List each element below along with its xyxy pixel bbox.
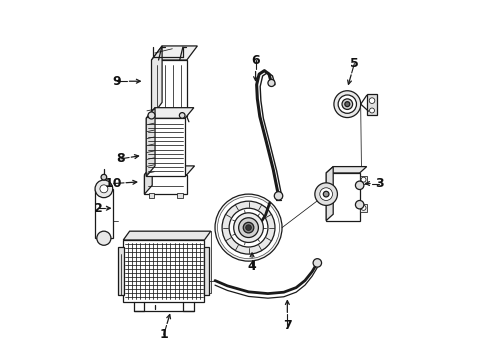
Circle shape bbox=[342, 99, 353, 109]
Circle shape bbox=[97, 231, 111, 245]
Text: 9: 9 bbox=[113, 75, 121, 88]
Polygon shape bbox=[151, 46, 197, 60]
Polygon shape bbox=[123, 231, 211, 240]
Circle shape bbox=[315, 183, 338, 206]
Circle shape bbox=[369, 108, 374, 113]
Text: 3: 3 bbox=[375, 177, 383, 190]
Circle shape bbox=[268, 80, 275, 86]
Circle shape bbox=[101, 174, 107, 180]
Polygon shape bbox=[326, 167, 333, 221]
Text: 2: 2 bbox=[94, 202, 103, 215]
Circle shape bbox=[355, 181, 364, 189]
Bar bbox=[118, 247, 123, 294]
Circle shape bbox=[239, 218, 258, 238]
Circle shape bbox=[218, 197, 280, 259]
Polygon shape bbox=[326, 167, 367, 173]
Polygon shape bbox=[151, 60, 187, 117]
Text: 7: 7 bbox=[283, 319, 292, 332]
Text: 6: 6 bbox=[251, 54, 260, 67]
Polygon shape bbox=[146, 108, 155, 176]
Circle shape bbox=[100, 185, 108, 193]
Circle shape bbox=[95, 180, 113, 198]
Polygon shape bbox=[151, 46, 162, 117]
Polygon shape bbox=[145, 166, 195, 175]
Circle shape bbox=[243, 222, 254, 233]
Bar bbox=[177, 193, 183, 198]
Polygon shape bbox=[146, 108, 194, 118]
Text: 4: 4 bbox=[247, 260, 256, 273]
Circle shape bbox=[334, 91, 361, 118]
Text: 5: 5 bbox=[350, 57, 359, 70]
Polygon shape bbox=[130, 231, 211, 293]
Polygon shape bbox=[145, 175, 187, 194]
Circle shape bbox=[369, 98, 375, 103]
Circle shape bbox=[361, 177, 366, 182]
Text: 1: 1 bbox=[159, 328, 168, 341]
Circle shape bbox=[229, 208, 268, 247]
Polygon shape bbox=[145, 166, 152, 194]
Circle shape bbox=[338, 95, 357, 113]
Bar bbox=[367, 94, 377, 115]
Circle shape bbox=[320, 188, 333, 201]
Circle shape bbox=[179, 113, 185, 118]
Circle shape bbox=[313, 259, 321, 267]
Polygon shape bbox=[123, 240, 204, 302]
Circle shape bbox=[274, 192, 283, 200]
Circle shape bbox=[148, 112, 155, 119]
Circle shape bbox=[361, 206, 366, 210]
Text: 10: 10 bbox=[105, 177, 122, 190]
Circle shape bbox=[355, 201, 364, 209]
Circle shape bbox=[234, 213, 263, 242]
Circle shape bbox=[345, 102, 350, 107]
Circle shape bbox=[323, 191, 329, 197]
Text: 8: 8 bbox=[117, 152, 125, 165]
Polygon shape bbox=[146, 118, 185, 176]
Circle shape bbox=[215, 194, 282, 261]
Bar bbox=[95, 189, 113, 238]
Circle shape bbox=[245, 225, 251, 230]
Circle shape bbox=[222, 201, 275, 254]
Polygon shape bbox=[326, 173, 360, 221]
Bar bbox=[204, 247, 209, 294]
Bar bbox=[360, 204, 368, 212]
Bar bbox=[148, 193, 154, 198]
Bar bbox=[360, 176, 368, 184]
